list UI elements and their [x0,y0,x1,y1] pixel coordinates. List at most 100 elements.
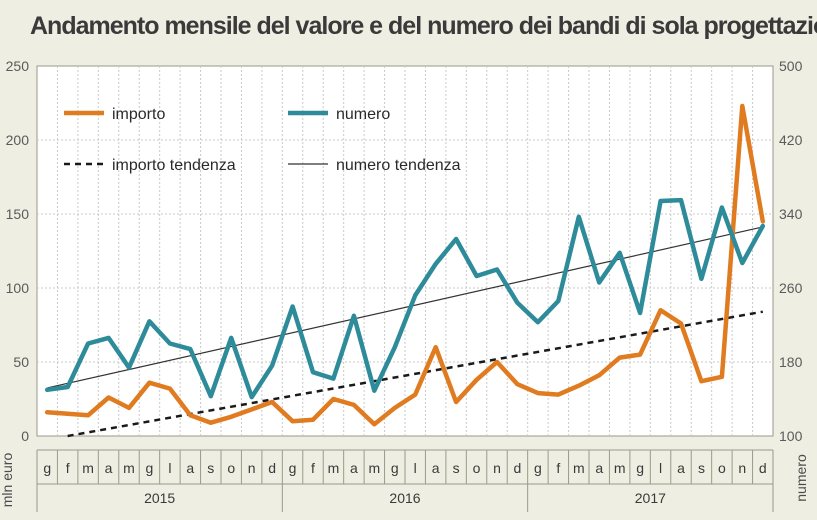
legend-label-importo-tendenza: importo tendenza [112,157,236,174]
data-point-numero [291,305,295,308]
month-label: n [738,460,746,476]
data-point-importo [250,407,254,411]
y-right-tick-label: 420 [779,132,803,148]
data-point-numero [556,299,560,303]
month-label: m [614,460,626,476]
series-line-importo [44,103,766,427]
month-label: o [227,460,235,476]
data-point-importo [86,413,90,417]
data-point-importo [536,391,540,395]
data-point-numero [127,366,131,370]
data-point-importo [147,381,151,385]
month-label: m [123,460,135,476]
month-label: m [82,460,94,476]
month-label: g [289,460,297,476]
data-point-importo [556,393,560,397]
data-point-numero [740,261,744,265]
data-point-importo [331,397,335,401]
month-label: o [718,460,726,476]
month-label: a [677,460,685,476]
data-point-numero [393,345,397,349]
data-point-importo [515,382,519,386]
data-point-importo [659,308,663,312]
y-right-tick-label: 340 [779,206,803,222]
y-right-tick-label: 180 [779,354,803,370]
data-point-numero [475,274,479,278]
month-label: m [328,460,340,476]
series-layer [44,103,766,438]
month-label: f [311,460,315,476]
data-point-numero [168,342,172,345]
data-point-importo [638,353,642,357]
data-point-importo [188,413,192,417]
data-point-numero [86,342,90,345]
data-point-numero [188,347,192,351]
y-left-axis-title: mln euro [0,453,15,508]
data-point-importo [699,379,703,383]
month-label: m [573,460,585,476]
y-right-tick-label: 500 [779,58,803,74]
month-label: s [453,460,460,476]
data-point-numero [331,377,335,381]
month-label: g [636,460,644,476]
month-label: a [595,460,603,476]
year-label: 2017 [635,490,666,506]
legend: importo numero importo tendenza numero tend… [64,106,461,174]
data-point-numero [659,199,663,203]
data-point-numero [372,389,376,393]
data-point-importo [434,345,438,349]
month-label: g [534,460,542,476]
legend-label-numero: numero [336,106,390,123]
data-point-numero [618,251,622,255]
grid-layer [37,66,773,436]
y-left-tick-label: 100 [6,280,30,296]
month-label: s [698,460,705,476]
data-point-numero [536,320,540,324]
data-point-importo [107,396,111,400]
month-label: l [659,460,662,476]
data-point-numero [679,198,683,202]
month-label: d [759,460,767,476]
trend-line-importo-tendenza [67,310,763,438]
data-point-numero [270,364,274,368]
data-point-importo [475,378,479,382]
month-label: a [186,460,194,476]
data-point-numero [229,336,233,340]
data-point-importo [597,373,601,377]
data-point-importo [413,393,417,397]
month-label: g [391,460,399,476]
month-label: g [43,460,51,476]
month-label: a [105,460,113,476]
y-right-tick-label: 100 [779,428,803,444]
data-point-numero [66,385,70,389]
data-point-importo [66,412,70,416]
month-label: d [268,460,276,476]
data-point-numero [720,206,724,210]
y-left-tick-label: 0 [21,428,29,444]
month-label: g [146,460,154,476]
data-point-numero [352,314,356,318]
data-point-importo [209,421,213,425]
data-point-importo [291,419,295,423]
data-point-numero [454,237,458,241]
y-right-axis-title: numero [793,454,809,502]
trend-line-numero-tendenza [47,226,763,389]
y-left-tick-label: 200 [6,132,30,148]
data-point-numero [250,395,254,399]
month-label: a [350,460,358,476]
month-label: l [414,460,417,476]
data-point-numero [577,215,581,219]
data-point-numero [434,262,438,266]
data-point-importo [761,219,765,223]
data-point-importo [45,410,49,414]
month-label: n [493,460,501,476]
month-label: s [207,460,214,476]
data-point-importo [372,422,376,426]
data-point-importo [454,400,458,404]
data-point-numero [699,277,703,281]
data-point-importo [618,356,622,360]
data-point-importo [352,403,356,407]
data-point-numero [45,388,49,392]
data-point-numero [107,336,111,340]
